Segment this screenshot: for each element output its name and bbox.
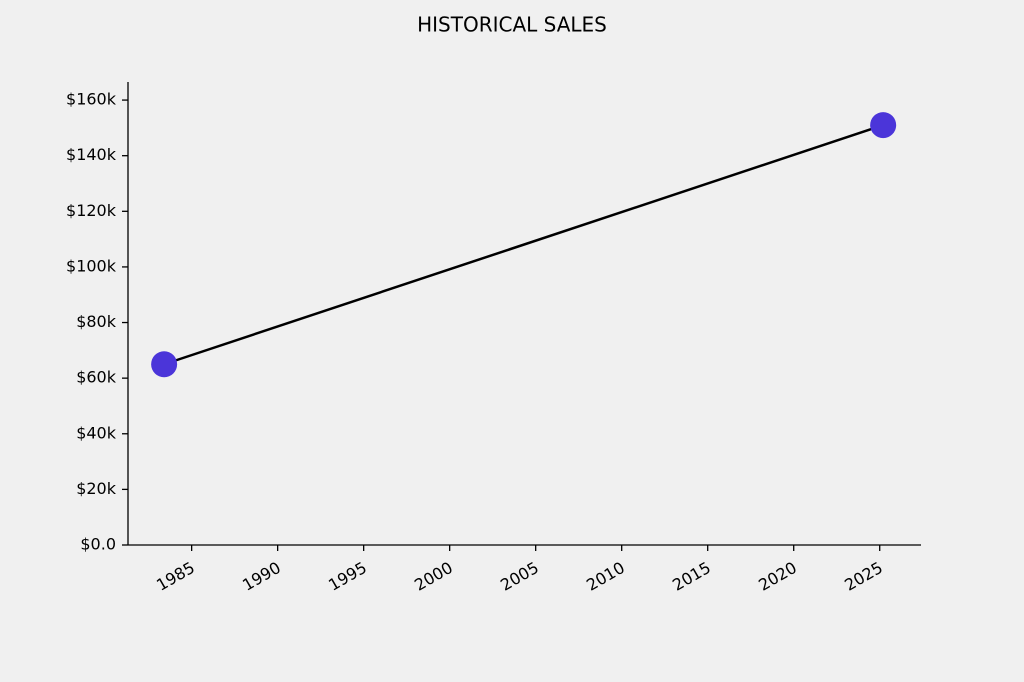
chart-title: HISTORICAL SALES	[417, 13, 607, 37]
y-tick-label: $120k	[66, 201, 117, 220]
y-tick-label: $80k	[76, 312, 117, 331]
y-tick-label: $100k	[66, 256, 117, 275]
marker	[870, 112, 897, 139]
y-tick-label: $140k	[66, 145, 117, 164]
y-tick-label: $40k	[76, 423, 117, 442]
y-tick-label: $20k	[76, 479, 117, 498]
y-tick-label: $160k	[66, 90, 117, 109]
y-tick-label: $0.0	[80, 535, 116, 554]
line	[163, 123, 884, 366]
marker	[151, 351, 178, 378]
y-tick-label: $60k	[76, 368, 117, 387]
